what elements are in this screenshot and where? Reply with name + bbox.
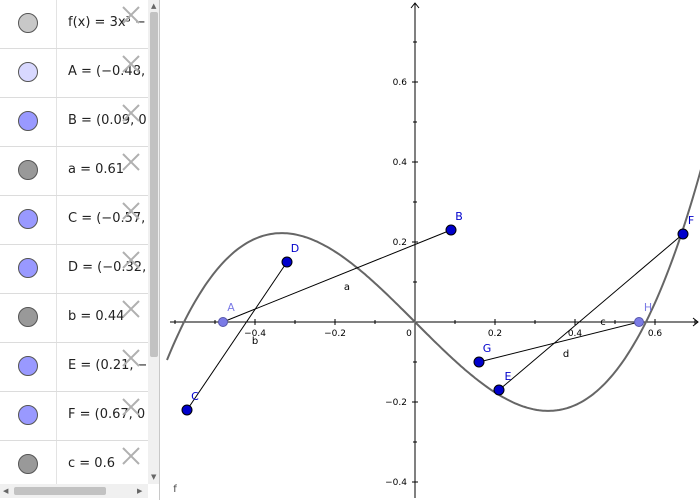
segment-label-a: a [344, 282, 350, 293]
y-tick-label: −0.4 [385, 478, 407, 488]
algebra-expression[interactable]: c = 0.6 [68, 456, 115, 471]
horizontal-scrollbar[interactable]: ◀ ▶ [0, 484, 148, 498]
visibility-cell [0, 294, 57, 342]
x-tick-label: 0.6 [648, 329, 663, 339]
visibility-toggle-icon[interactable] [18, 160, 38, 180]
algebra-row[interactable]: D = (−0.32, 0 [0, 245, 148, 294]
point-A[interactable] [218, 317, 228, 327]
delete-icon[interactable] [120, 151, 142, 173]
x-tick-label: −0.4 [244, 329, 266, 339]
point-H[interactable] [634, 317, 644, 327]
vertical-scrollbar[interactable]: ▲ ▼ [148, 0, 159, 484]
delete-icon[interactable] [120, 445, 142, 467]
algebra-row[interactable]: A = (−0.48, 0 [0, 49, 148, 98]
algebra-row[interactable]: F = (0.67, 0. [0, 392, 148, 441]
visibility-cell [0, 441, 57, 489]
visibility-toggle-icon[interactable] [18, 62, 38, 82]
delete-icon[interactable] [120, 249, 142, 271]
algebra-view[interactable]: f(x) = 3x³ − 1A = (−0.48, 0B = (0.09, 0 a… [0, 0, 160, 500]
visibility-toggle-icon[interactable] [18, 258, 38, 278]
point-label-E: E [505, 370, 512, 383]
segment-label-b: b [252, 336, 258, 347]
visibility-toggle-icon[interactable] [18, 454, 38, 474]
visibility-cell [0, 245, 57, 293]
point-E[interactable] [493, 384, 505, 396]
y-tick-label: 0.2 [393, 238, 407, 248]
scroll-up-icon[interactable]: ▲ [151, 2, 157, 10]
horizontal-scroll-thumb[interactable] [14, 487, 106, 495]
x-tick-label: −0.2 [324, 329, 346, 339]
y-tick-label: −0.2 [385, 398, 407, 408]
segment-label-c: c [600, 317, 606, 328]
algebra-row[interactable]: a = 0.61 [0, 147, 148, 196]
y-tick-label: 0.6 [393, 78, 408, 88]
visibility-toggle-icon[interactable] [18, 13, 38, 33]
graphics-canvas[interactable]: −0.4 −0.2 0 0.2 0.4 0.6 0.6 0.4 0.2 −0.2 −0.4 f a b c d… [160, 0, 700, 500]
visibility-cell [0, 147, 57, 195]
visibility-toggle-icon[interactable] [18, 356, 38, 376]
delete-icon[interactable] [120, 53, 142, 75]
point-label-F: F [688, 214, 694, 227]
x-tick-label: 0.2 [488, 329, 502, 339]
point-label-H: H [644, 301, 652, 314]
point-G[interactable] [473, 356, 485, 368]
delete-icon[interactable] [120, 298, 142, 320]
delete-icon[interactable] [120, 102, 142, 124]
algebra-expression[interactable]: a = 0.61 [68, 162, 125, 177]
segment-a[interactable] [222, 229, 452, 323]
visibility-cell [0, 392, 57, 440]
vertical-scroll-thumb[interactable] [150, 12, 158, 357]
point-B[interactable] [445, 224, 457, 236]
scroll-down-icon[interactable]: ▼ [151, 473, 157, 481]
segment-b[interactable] [186, 261, 288, 411]
delete-icon[interactable] [120, 396, 142, 418]
y-tick-label: 0.4 [393, 158, 408, 168]
point-label-G: G [483, 342, 492, 355]
function-label: f [173, 484, 177, 495]
point-label-D: D [291, 242, 299, 255]
algebra-expression[interactable]: b = 0.44 [68, 309, 125, 324]
delete-icon[interactable] [120, 347, 142, 369]
visibility-toggle-icon[interactable] [18, 405, 38, 425]
visibility-cell [0, 343, 57, 391]
point-F[interactable] [677, 228, 689, 240]
delete-icon[interactable] [120, 4, 142, 26]
function-curve[interactable] [166, 155, 700, 412]
scroll-right-icon[interactable]: ▶ [137, 487, 143, 495]
algebra-row[interactable]: b = 0.44 [0, 294, 148, 343]
x-tick-label: 0 [406, 329, 412, 339]
visibility-cell [0, 49, 57, 97]
algebra-row[interactable]: C = (−0.57, − [0, 196, 148, 245]
algebra-row[interactable]: B = (0.09, 0 [0, 98, 148, 147]
x-tick-label: 0.4 [568, 329, 583, 339]
visibility-cell [0, 98, 57, 146]
segment-d[interactable] [498, 233, 684, 391]
scroll-left-icon[interactable]: ◀ [3, 487, 9, 495]
visibility-toggle-icon[interactable] [18, 307, 38, 327]
delete-icon[interactable] [120, 200, 142, 222]
algebra-row[interactable]: f(x) = 3x³ − 1 [0, 0, 148, 49]
point-D[interactable] [281, 256, 293, 268]
visibility-toggle-icon[interactable] [18, 209, 38, 229]
x-axis-arrow-icon [692, 317, 699, 327]
visibility-cell [0, 0, 57, 48]
point-label-B: B [455, 210, 463, 223]
y-axis-arrow-icon [410, 2, 420, 9]
algebra-row[interactable]: c = 0.6 [0, 441, 148, 490]
algebra-row[interactable]: E = (0.21, −0 [0, 343, 148, 392]
point-label-C: C [191, 390, 199, 403]
segment-c[interactable] [478, 321, 640, 363]
visibility-cell [0, 196, 57, 244]
point-label-A: A [227, 301, 235, 314]
graphics-view[interactable]: −0.4 −0.2 0 0.2 0.4 0.6 0.6 0.4 0.2 −0.2 −0.4 f a b c d… [160, 0, 700, 500]
visibility-toggle-icon[interactable] [18, 111, 38, 131]
segment-label-d: d [563, 349, 569, 360]
point-C[interactable] [181, 404, 193, 416]
